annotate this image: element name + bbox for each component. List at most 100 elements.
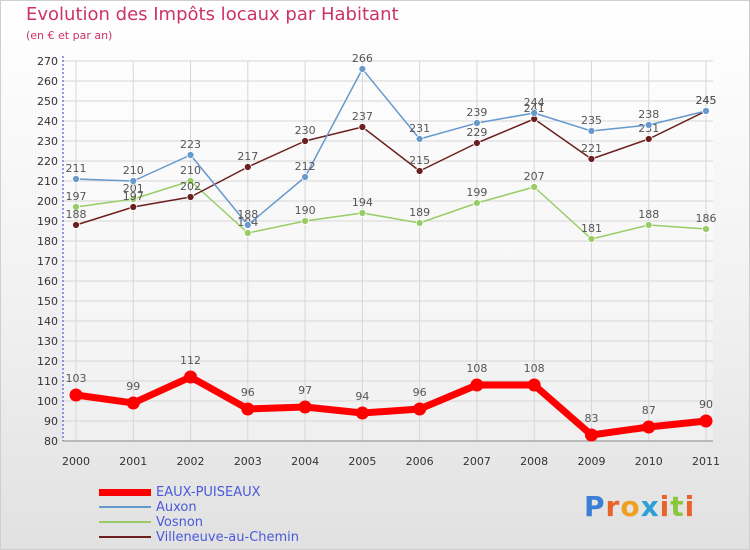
y-tick-label: 270 — [37, 55, 58, 68]
logo-letter: t — [670, 490, 685, 523]
y-tick-label: 90 — [44, 415, 58, 428]
data-label-villeneuve-au-chemin: 237 — [352, 110, 373, 123]
y-tick-label: 240 — [37, 115, 58, 128]
y-tick-label: 180 — [37, 235, 58, 248]
data-point-vosnon — [530, 183, 539, 191]
series-line-eaux-puiseaux — [72, 373, 710, 439]
data-label-eaux-puiseaux: 87 — [642, 404, 656, 417]
data-point-vosnon — [243, 229, 252, 237]
data-label-vosnon: 199 — [466, 186, 487, 199]
data-point-vosnon — [129, 195, 138, 203]
series-line-vosnon — [75, 180, 707, 240]
data-label-vosnon: 210 — [180, 164, 201, 177]
data-point-auxon — [186, 151, 195, 159]
y-tick-label: 260 — [37, 75, 58, 88]
x-tick-label: 2004 — [291, 455, 319, 468]
data-point-vosnon — [702, 225, 710, 233]
y-tick-label: 80 — [44, 435, 58, 448]
data-label-eaux-puiseaux: 108 — [466, 362, 487, 375]
data-point-eaux-puiseaux — [470, 378, 484, 392]
data-point-vosnon — [358, 209, 367, 217]
data-point-auxon — [702, 107, 710, 115]
y-tick-label: 160 — [37, 275, 58, 288]
data-point-auxon — [358, 65, 367, 73]
data-point-eaux-puiseaux — [527, 378, 541, 392]
data-point-villeneuve-au-chemin — [243, 163, 252, 171]
data-point-eaux-puiseaux — [241, 402, 255, 416]
x-tick-label: 2002 — [177, 455, 205, 468]
data-label-villeneuve-au-chemin: 229 — [466, 126, 487, 139]
data-point-villeneuve-au-chemin — [186, 193, 195, 201]
data-point-vosnon — [186, 177, 195, 185]
x-tick-label: 2007 — [463, 455, 491, 468]
data-point-auxon — [72, 175, 80, 183]
data-label-auxon: 266 — [352, 52, 373, 65]
x-tick-label: 2008 — [520, 455, 548, 468]
legend-label-eaux-puiseaux: EAUX-PUISEAUX — [156, 485, 261, 500]
chart-title: Evolution des Impôts locaux par Habitant — [26, 4, 399, 25]
x-tick-label: 2011 — [692, 455, 720, 468]
data-label-villeneuve-au-chemin: 188 — [66, 208, 87, 221]
x-tick-label: 2003 — [234, 455, 262, 468]
data-point-vosnon — [415, 219, 424, 227]
data-point-villeneuve-au-chemin — [415, 167, 424, 175]
y-tick-label: 170 — [37, 255, 58, 268]
logo-letter: P — [584, 490, 606, 523]
data-label-eaux-puiseaux: 97 — [298, 384, 312, 397]
data-label-villeneuve-au-chemin: 215 — [409, 154, 430, 167]
data-point-auxon — [473, 119, 481, 127]
data-label-vosnon: 189 — [409, 206, 430, 219]
data-point-eaux-puiseaux — [184, 370, 198, 384]
data-point-eaux-puiseaux — [413, 402, 427, 416]
data-label-vosnon: 201 — [123, 182, 144, 195]
y-tick-label: 100 — [37, 395, 58, 408]
data-label-auxon: 223 — [180, 138, 201, 151]
data-label-vosnon: 190 — [295, 204, 316, 217]
x-tick-label: 2006 — [406, 455, 434, 468]
data-label-auxon: 211 — [66, 162, 87, 175]
data-point-vosnon — [72, 203, 80, 211]
data-label-vosnon: 181 — [581, 222, 602, 235]
data-label-eaux-puiseaux: 83 — [584, 412, 598, 425]
data-point-vosnon — [301, 217, 309, 225]
y-tick-label: 230 — [37, 135, 58, 148]
y-tick-label: 110 — [37, 375, 58, 388]
legend-swatch-auxon — [99, 506, 151, 508]
y-tick-label: 220 — [37, 155, 58, 168]
data-label-villeneuve-au-chemin: 197 — [123, 190, 144, 203]
data-label-vosnon: 197 — [66, 190, 87, 203]
series-line-villeneuve-au-chemin — [75, 110, 707, 226]
chart-subtitle: (en € et par an) — [26, 29, 113, 42]
data-label-eaux-puiseaux: 96 — [413, 386, 427, 399]
data-label-vosnon: 188 — [638, 208, 659, 221]
x-tick-label: 2010 — [635, 455, 663, 468]
data-point-villeneuve-au-chemin — [587, 155, 596, 163]
y-tick-label: 200 — [37, 195, 58, 208]
data-label-auxon: 231 — [409, 122, 430, 135]
data-label-eaux-puiseaux: 94 — [355, 390, 369, 403]
data-label-vosnon: 194 — [352, 196, 373, 209]
series-line-auxon — [75, 68, 707, 226]
legend-swatch-vosnon — [99, 521, 151, 523]
data-label-eaux-puiseaux: 108 — [524, 362, 545, 375]
data-point-eaux-puiseaux — [69, 388, 83, 402]
logo-letter: i — [684, 490, 696, 523]
data-point-auxon — [301, 173, 309, 181]
legend-label-vosnon: Vosnon — [156, 515, 204, 530]
x-tick-label: 2001 — [119, 455, 147, 468]
proxiti-logo: Proxiti — [584, 490, 695, 523]
data-point-eaux-puiseaux — [298, 400, 312, 414]
data-label-villeneuve-au-chemin: 245 — [696, 94, 717, 107]
data-point-eaux-puiseaux — [699, 414, 713, 428]
data-label-villeneuve-au-chemin: 221 — [581, 142, 602, 155]
data-label-villeneuve-au-chemin: 202 — [180, 180, 201, 193]
data-label-auxon: 245 — [696, 94, 717, 107]
y-tick-label: 190 — [37, 215, 58, 228]
data-point-eaux-puiseaux — [355, 406, 369, 420]
data-point-villeneuve-au-chemin — [72, 221, 80, 229]
data-label-auxon: 238 — [638, 108, 659, 121]
data-label-auxon: 188 — [237, 208, 258, 221]
data-label-villeneuve-au-chemin: 241 — [524, 102, 545, 115]
